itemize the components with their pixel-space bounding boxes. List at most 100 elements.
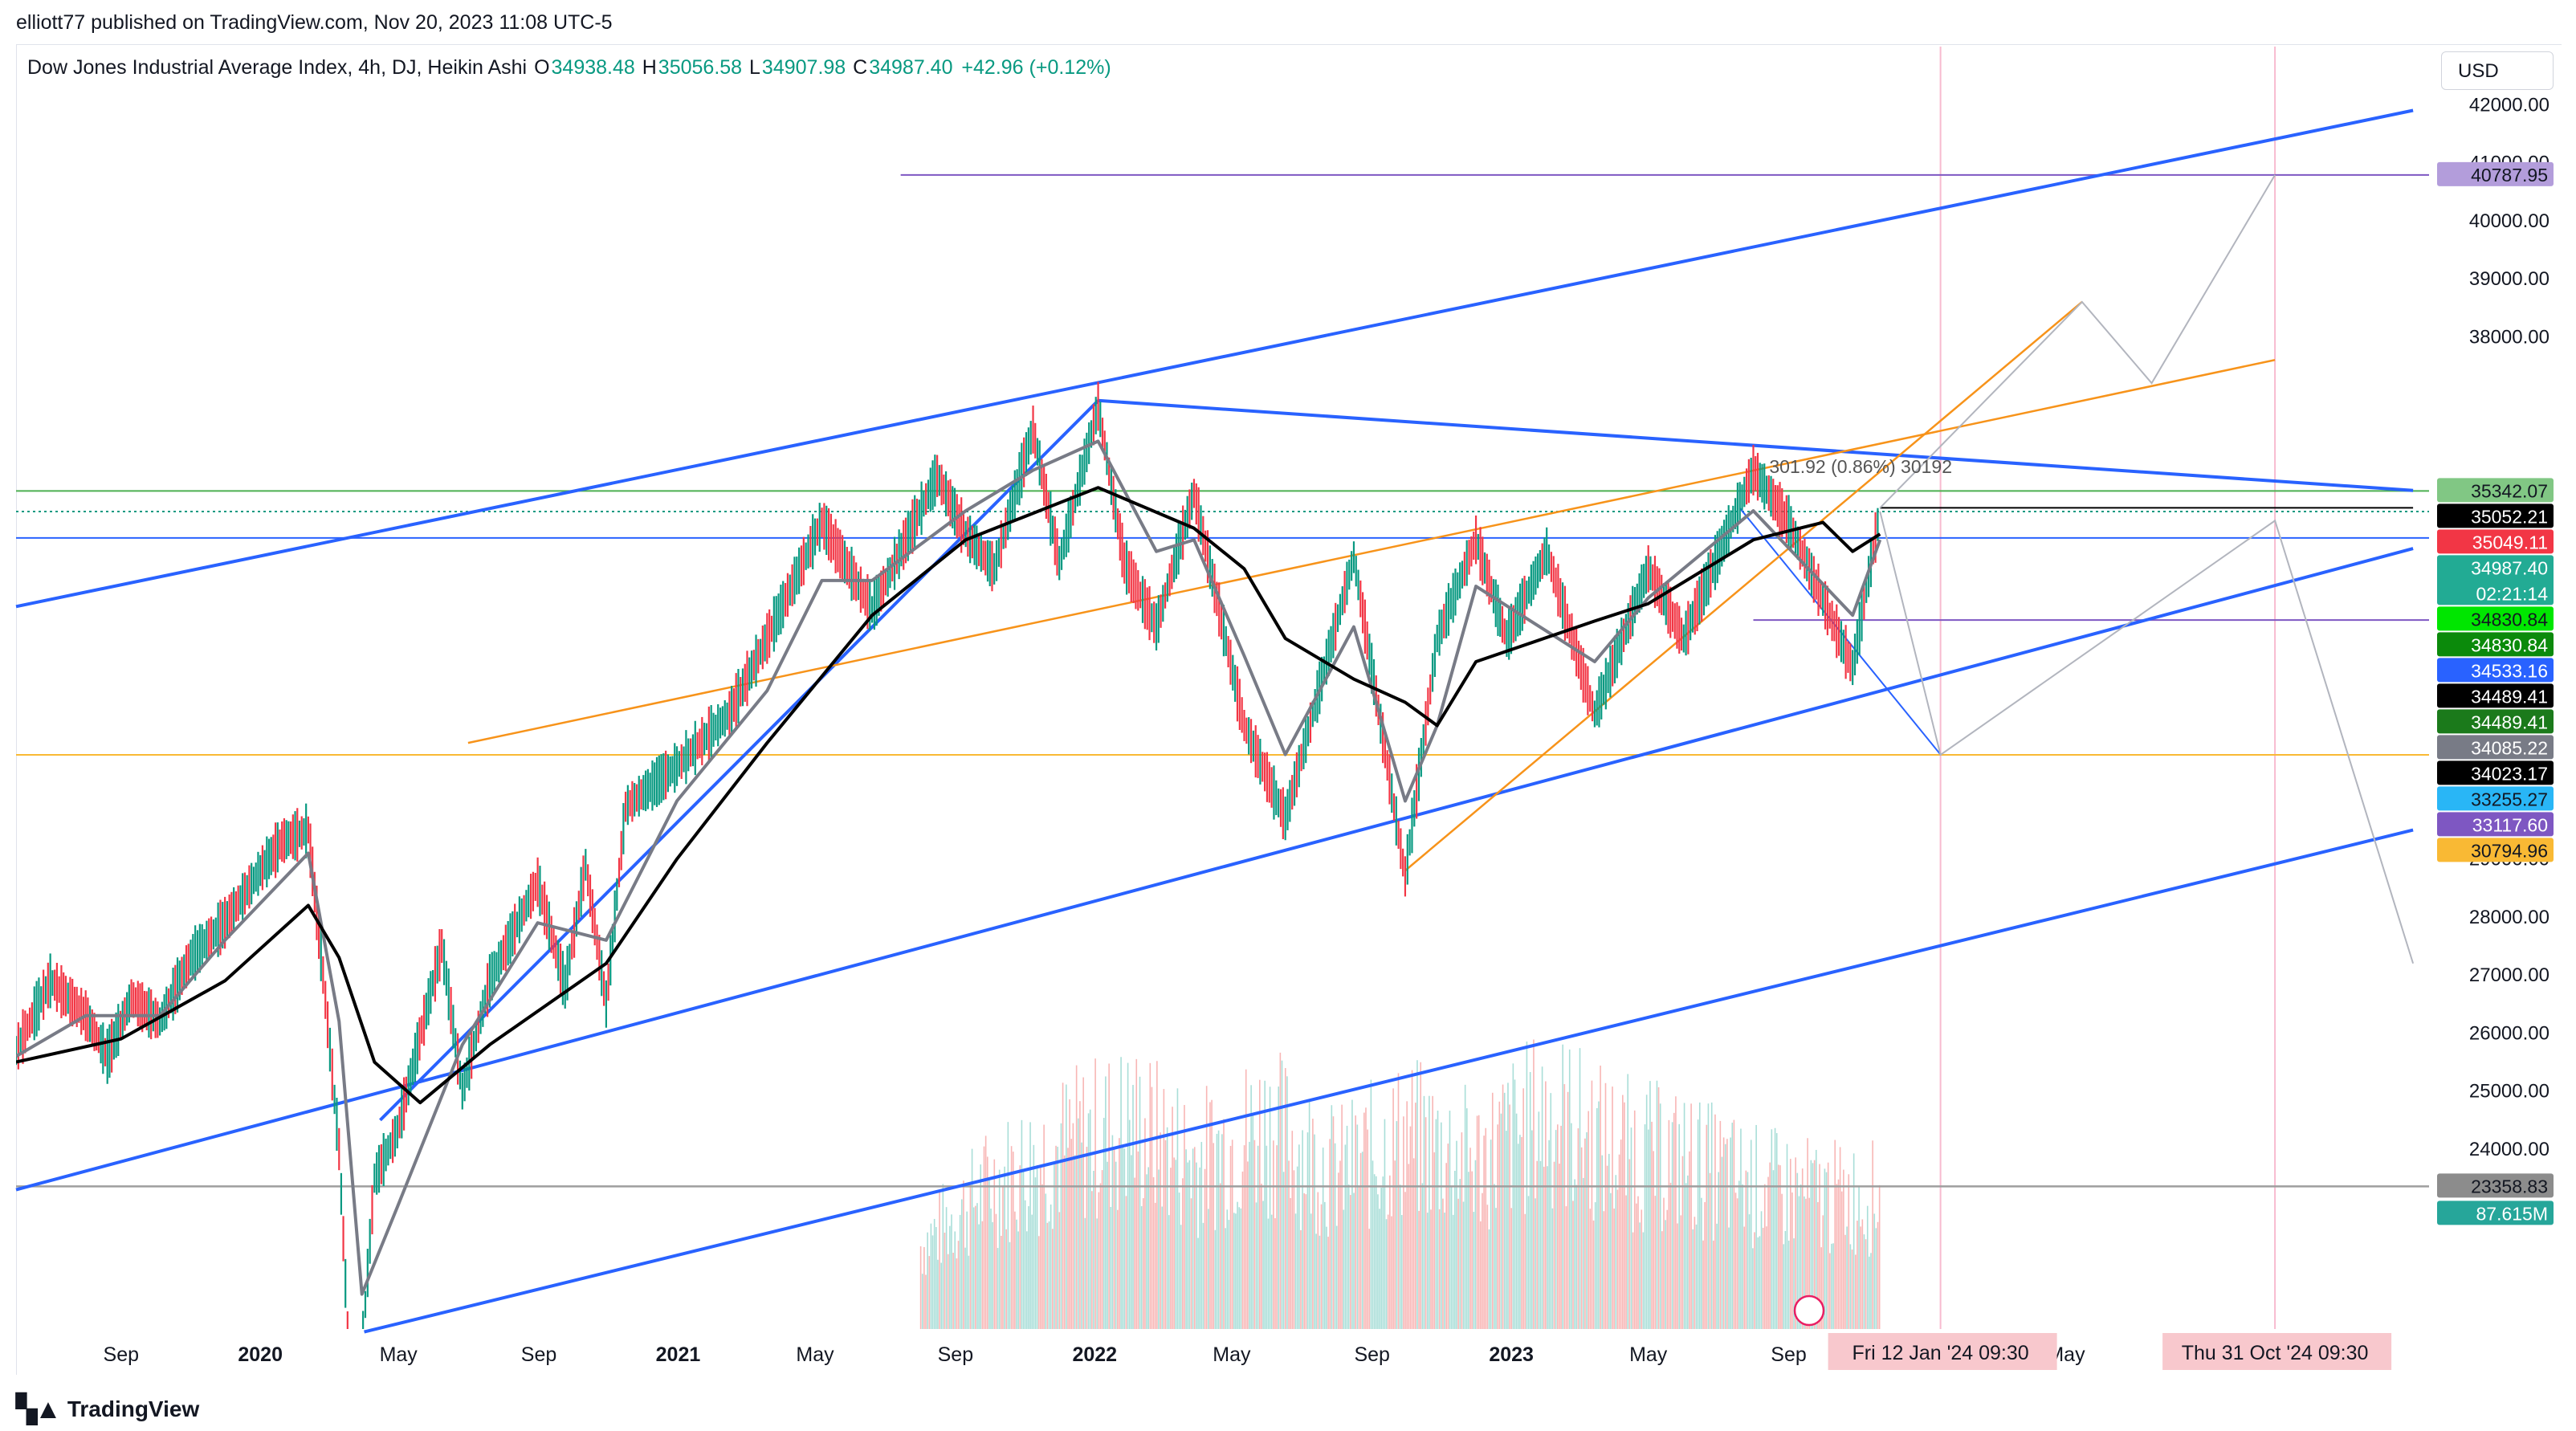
date-marker-label: Fri 12 Jan '24 09:30 <box>1853 1342 2029 1364</box>
volume-bar <box>1146 1174 1147 1329</box>
volume-bar <box>1164 1140 1167 1329</box>
projection-path-1 <box>1879 511 2415 964</box>
volume-bar <box>1707 1103 1710 1329</box>
currency-button[interactable]: USD <box>2441 51 2554 90</box>
volume-bar <box>1361 1152 1363 1329</box>
volume-bar <box>1107 1161 1108 1329</box>
volume-bar <box>1506 1131 1507 1329</box>
volume-bar <box>1029 1122 1031 1329</box>
volume-bar <box>1429 1095 1430 1329</box>
volume-bar <box>1762 1227 1764 1329</box>
tradingview-logo[interactable]: ▚▲ TradingView <box>16 1393 199 1425</box>
volume-bar <box>1783 1244 1785 1329</box>
price-label: 34489.41 <box>2471 711 2548 732</box>
volume-bar <box>1166 1127 1168 1329</box>
volume-bar <box>1045 1193 1047 1329</box>
volume-bar <box>1332 1116 1335 1329</box>
volume-bar <box>1620 1140 1622 1329</box>
volume-bar <box>1474 1160 1477 1329</box>
volume-bar <box>959 1214 961 1329</box>
volume-bar <box>1211 1099 1213 1329</box>
volume-bar <box>1483 1135 1485 1329</box>
volume-bar <box>1005 1229 1008 1329</box>
volume-bar <box>1875 1228 1877 1329</box>
volume-bar <box>945 1207 948 1329</box>
volume-bar <box>1656 1080 1658 1329</box>
volume-bar <box>1789 1159 1791 1329</box>
volume-bar <box>1689 1151 1690 1329</box>
volume-bar <box>1807 1138 1808 1329</box>
volume-bar <box>1302 1130 1303 1329</box>
volume-bar <box>1840 1191 1843 1329</box>
volume-bar <box>1281 1060 1283 1329</box>
volume-bar <box>1335 1225 1338 1329</box>
brand-name: TradingView <box>67 1396 200 1421</box>
volume-bar <box>1036 1165 1038 1329</box>
volume-bar <box>1284 1068 1286 1329</box>
volume-bar <box>1331 1105 1333 1329</box>
ohlc-value: 35056.58 <box>658 56 748 79</box>
volume-bar <box>1327 1237 1329 1329</box>
price-label-bg <box>2437 529 2554 554</box>
volume-bar <box>1538 1111 1540 1329</box>
volume-bar <box>1568 1049 1571 1329</box>
volume-bar <box>1024 1200 1026 1329</box>
volume-bar <box>1550 1093 1552 1329</box>
x-tick-label: 2022 <box>1072 1343 1117 1366</box>
ohlc-values: O34938.48 H35056.58 L34907.98 C34987.40 <box>534 56 960 79</box>
volume-bar <box>1734 1192 1737 1329</box>
volume-bar <box>998 1169 1001 1329</box>
volume-bar <box>1322 1148 1324 1329</box>
volume-bar <box>1200 1142 1203 1329</box>
price-label: 34023.17 <box>2471 763 2548 784</box>
volume-bar <box>1397 1073 1400 1329</box>
volume-bar <box>1695 1224 1698 1329</box>
volume-bar <box>1681 1156 1684 1329</box>
volume-bar <box>1831 1243 1832 1329</box>
volume-bar <box>972 1207 975 1329</box>
volume-bar <box>1421 1183 1424 1329</box>
volume-bar <box>942 1184 944 1329</box>
volume-bar <box>1160 1132 1161 1329</box>
volume-bar <box>1598 1101 1600 1329</box>
volume-bar <box>1380 1187 1382 1329</box>
volume-bar <box>1548 1140 1550 1329</box>
volume-bar <box>995 1213 997 1329</box>
volume-bar <box>1733 1119 1735 1329</box>
volume-bar <box>1017 1231 1019 1329</box>
price-label-bg <box>2437 161 2554 186</box>
volume-bar <box>1308 1100 1310 1329</box>
volume-bar <box>1486 1205 1489 1329</box>
volume-bar <box>1074 1155 1076 1329</box>
volume-bar <box>1522 1088 1524 1329</box>
volume-bar <box>1091 1191 1093 1329</box>
volume-bar <box>1447 1144 1449 1329</box>
symbol-title[interactable]: Dow Jones Industrial Average Index, 4h, … <box>27 56 528 79</box>
volume-bar <box>1315 1233 1317 1329</box>
volume-bar <box>1642 1232 1645 1329</box>
volume-bar <box>1752 1248 1754 1329</box>
volume-bar <box>1411 1070 1413 1329</box>
volume-bar <box>1671 1122 1673 1329</box>
volume-bar <box>1771 1129 1773 1329</box>
volume-bar <box>1151 1086 1153 1329</box>
volume-bar <box>1317 1192 1319 1329</box>
volume-bar <box>1527 1196 1530 1329</box>
trendline-blue-channel-low <box>364 828 2414 1334</box>
volume-bar <box>1226 1209 1229 1329</box>
volume-bar <box>1182 1178 1184 1329</box>
volume-bar <box>1137 1151 1139 1329</box>
volume-bar <box>1709 1172 1711 1329</box>
trendline-blue-channel-top <box>15 108 2414 609</box>
volume-bar <box>1541 1066 1543 1329</box>
volume-bar <box>1026 1231 1028 1329</box>
volume-bar <box>1199 1167 1200 1329</box>
volume-bar <box>1031 1214 1033 1329</box>
volume-bar <box>1004 1166 1005 1329</box>
volume-bar <box>1062 1082 1064 1329</box>
volume-bar <box>1668 1119 1670 1329</box>
volume-bar <box>1168 1215 1170 1329</box>
volume-bar <box>1055 1145 1057 1329</box>
volume-bar <box>964 1247 966 1329</box>
